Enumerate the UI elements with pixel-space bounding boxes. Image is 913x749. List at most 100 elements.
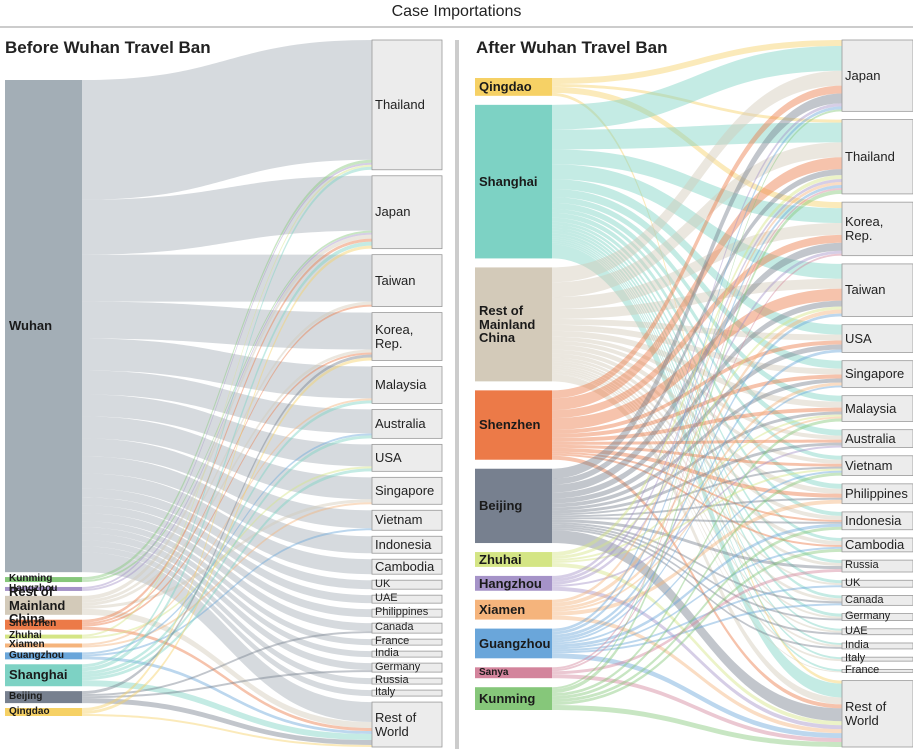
target-label: Korea, Rep. <box>375 321 414 351</box>
target-label: Vietnam <box>845 457 893 473</box>
flow <box>552 184 842 635</box>
source-node <box>5 643 82 648</box>
target-node <box>841 656 913 662</box>
flow <box>552 300 842 499</box>
flow <box>552 349 842 641</box>
source-label: Zhuhai <box>9 630 42 642</box>
target-node <box>371 662 443 673</box>
flow <box>82 352 372 627</box>
flow <box>552 83 842 123</box>
flow <box>552 349 842 520</box>
flow <box>82 698 372 746</box>
target-node <box>841 201 913 257</box>
flow <box>552 472 842 700</box>
target-node <box>841 119 913 195</box>
target-node <box>841 680 913 748</box>
flow <box>552 705 842 747</box>
flow <box>82 714 372 747</box>
flow <box>82 528 372 657</box>
target-node <box>371 476 443 505</box>
source-label: Beijing <box>479 498 523 514</box>
flow <box>82 468 372 681</box>
flow <box>552 217 842 516</box>
flow <box>552 447 842 498</box>
target-node <box>841 511 913 531</box>
target-label: Rest of World <box>845 699 887 728</box>
source-label: Wuhan <box>9 318 53 334</box>
flow <box>552 86 842 209</box>
target-node <box>371 312 443 361</box>
flow <box>552 546 842 650</box>
flow <box>552 330 842 408</box>
target-label: Germany <box>375 660 421 673</box>
flow <box>82 166 372 668</box>
panel-title: Before Wuhan Travel Ban <box>5 38 211 57</box>
flow <box>82 175 372 255</box>
target-label: UK <box>375 577 391 590</box>
flow <box>82 552 372 723</box>
flow <box>82 521 372 646</box>
flow <box>82 230 372 583</box>
target-node <box>371 689 443 697</box>
flow <box>82 502 372 648</box>
flow <box>552 497 842 518</box>
source-label: Guangzhou <box>9 649 64 661</box>
target-label: Indonesia <box>845 512 902 528</box>
chart-title: Case Importations <box>391 3 522 20</box>
flow <box>552 182 842 603</box>
flow <box>552 253 842 672</box>
flow <box>552 340 842 434</box>
target-node <box>371 677 443 685</box>
flow <box>552 179 842 582</box>
flow <box>552 548 842 706</box>
source-node <box>475 667 552 679</box>
flow <box>82 513 372 632</box>
flow <box>82 488 372 590</box>
target-node <box>841 360 913 388</box>
flow <box>552 202 842 436</box>
target-node <box>841 429 913 448</box>
flow <box>552 169 842 485</box>
flow <box>552 524 842 621</box>
flow <box>552 526 842 635</box>
flow <box>552 336 842 440</box>
flow <box>552 451 842 522</box>
flow <box>552 70 842 283</box>
target-label: Taiwan <box>845 282 886 298</box>
target-node <box>371 39 443 171</box>
flow <box>552 109 842 690</box>
flow <box>82 162 372 589</box>
flow <box>552 238 842 645</box>
flow <box>552 324 842 375</box>
flow <box>82 499 372 609</box>
flow <box>82 238 372 623</box>
flow <box>552 530 842 722</box>
flow <box>82 245 372 712</box>
flow <box>552 453 842 547</box>
flow <box>552 175 842 557</box>
flow <box>82 438 372 529</box>
flow <box>552 344 842 494</box>
flow <box>552 385 842 643</box>
flow <box>552 240 842 660</box>
flow <box>552 374 842 705</box>
flow <box>82 398 372 646</box>
flow <box>82 354 372 695</box>
flow <box>552 526 842 703</box>
flow <box>552 233 842 617</box>
target-node <box>841 579 913 588</box>
target-label: Russia <box>845 559 879 572</box>
flow <box>82 505 372 618</box>
target-label: Taiwan <box>375 272 416 288</box>
source-label: Qingdao <box>9 705 50 717</box>
source-node <box>5 80 82 573</box>
flow <box>552 278 842 319</box>
flow <box>552 522 842 604</box>
target-label: Korea, Rep. <box>845 214 884 243</box>
target-node <box>841 668 913 673</box>
flow <box>552 189 842 369</box>
target-label: India <box>375 647 399 660</box>
source-node <box>5 577 82 583</box>
target-label: Singapore <box>845 366 905 382</box>
